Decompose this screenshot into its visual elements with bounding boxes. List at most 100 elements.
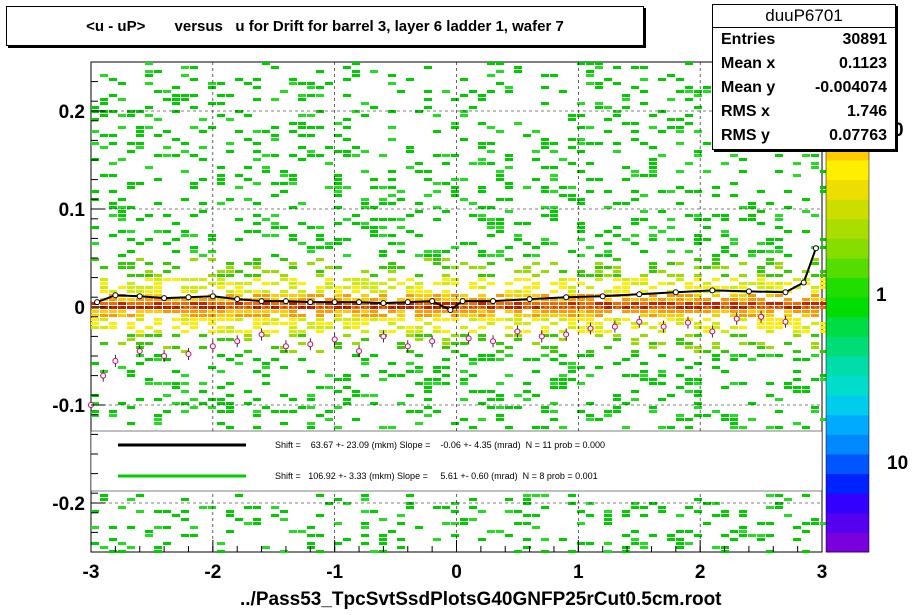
heatmap-cell: [289, 298, 297, 301]
heatmap-cell: [109, 142, 117, 145]
heatmap-cell: [685, 530, 693, 533]
heatmap-cell: [307, 294, 315, 297]
heatmap-cell: [595, 322, 603, 325]
heatmap-cell: [343, 278, 351, 281]
heatmap-cell: [604, 514, 612, 517]
heatmap-cell: [145, 534, 153, 537]
heatmap-cell: [352, 286, 360, 289]
heatmap-cell: [469, 426, 477, 429]
heatmap-cell: [352, 342, 360, 345]
heatmap-cell: [343, 286, 351, 289]
heatmap-cell: [271, 214, 279, 217]
heatmap-cell: [253, 518, 261, 521]
heatmap-cell: [289, 154, 297, 157]
heatmap-cell: [325, 278, 333, 281]
heatmap-cell: [703, 306, 711, 309]
heatmap-cell: [352, 146, 360, 149]
heatmap-cell: [514, 406, 522, 409]
heatmap-cell: [208, 330, 216, 333]
heatmap-cell: [100, 370, 108, 373]
heatmap-cell: [577, 226, 585, 229]
heatmap-cell: [757, 270, 765, 273]
heatmap-cell: [190, 406, 198, 409]
heatmap-cell: [154, 302, 162, 305]
heatmap-cell: [514, 338, 522, 341]
heatmap-cell: [730, 302, 738, 305]
heatmap-cell: [649, 294, 657, 297]
heatmap-cell: [298, 406, 306, 409]
heatmap-cell: [415, 354, 423, 357]
heatmap-cell: [460, 110, 468, 113]
heatmap-cell: [118, 230, 126, 233]
palette-segment: [826, 316, 869, 337]
heatmap-cell: [442, 506, 450, 509]
heatmap-cell: [766, 310, 774, 313]
heatmap-cell: [649, 146, 657, 149]
heatmap-cell: [334, 134, 342, 137]
heatmap-cell: [307, 134, 315, 137]
heatmap-cell: [289, 314, 297, 317]
peak-profile-point: [636, 318, 643, 325]
heatmap-cell: [298, 146, 306, 149]
heatmap-cell: [451, 510, 459, 513]
heatmap-cell: [307, 94, 315, 97]
heatmap-cell: [604, 130, 612, 133]
heatmap-cell: [784, 190, 792, 193]
heatmap-cell: [775, 226, 783, 229]
heatmap-cell: [604, 290, 612, 293]
heatmap-cell: [667, 98, 675, 101]
heatmap-cell: [172, 514, 180, 517]
heatmap-cell: [172, 382, 180, 385]
heatmap-cell: [262, 294, 270, 297]
heatmap-cell: [676, 142, 684, 145]
heatmap-cell: [379, 370, 387, 373]
heatmap-cell: [388, 362, 396, 365]
heatmap-cell: [361, 338, 369, 341]
palette-segment: [826, 160, 869, 181]
heatmap-cell: [361, 150, 369, 153]
heatmap-cell: [190, 186, 198, 189]
heatmap-cell: [307, 422, 315, 425]
heatmap-cell: [199, 298, 207, 301]
x-tick-label: 0: [451, 562, 462, 583]
heatmap-cell: [811, 162, 819, 165]
heatmap-cell: [505, 510, 513, 513]
heatmap-cell: [766, 326, 774, 329]
heatmap-cell: [388, 242, 396, 245]
heatmap-cell: [667, 298, 675, 301]
heatmap-cell: [397, 546, 405, 549]
heatmap-cell: [289, 78, 297, 81]
heatmap-cell: [757, 302, 765, 305]
heatmap-cell: [559, 158, 567, 161]
heatmap-cell: [451, 126, 459, 129]
heatmap-cell: [577, 114, 585, 117]
heatmap-cell: [676, 546, 684, 549]
heatmap-cell: [451, 98, 459, 101]
heatmap-cell: [721, 214, 729, 217]
heatmap-cell: [694, 234, 702, 237]
palette-segment: [826, 493, 869, 514]
heatmap-cell: [253, 298, 261, 301]
heatmap-cell: [604, 206, 612, 209]
heatmap-cell: [127, 370, 135, 373]
heatmap-cell: [496, 230, 504, 233]
heatmap-cell: [280, 294, 288, 297]
heatmap-cell: [244, 166, 252, 169]
heatmap-cell: [523, 242, 531, 245]
heatmap-cell: [334, 150, 342, 153]
heatmap-cell: [361, 270, 369, 273]
heatmap-cell: [361, 306, 369, 309]
heatmap-cell: [658, 382, 666, 385]
heatmap-cell: [397, 250, 405, 253]
heatmap-cell: [775, 410, 783, 413]
heatmap-cell: [730, 298, 738, 301]
heatmap-cell: [289, 238, 297, 241]
heatmap-cell: [343, 154, 351, 157]
heatmap-cell: [316, 302, 324, 305]
heatmap-cell: [172, 318, 180, 321]
heatmap-cell: [190, 322, 198, 325]
heatmap-cell: [100, 74, 108, 77]
heatmap-cell: [622, 510, 630, 513]
heatmap-cell: [226, 302, 234, 305]
heatmap-cell: [595, 86, 603, 89]
